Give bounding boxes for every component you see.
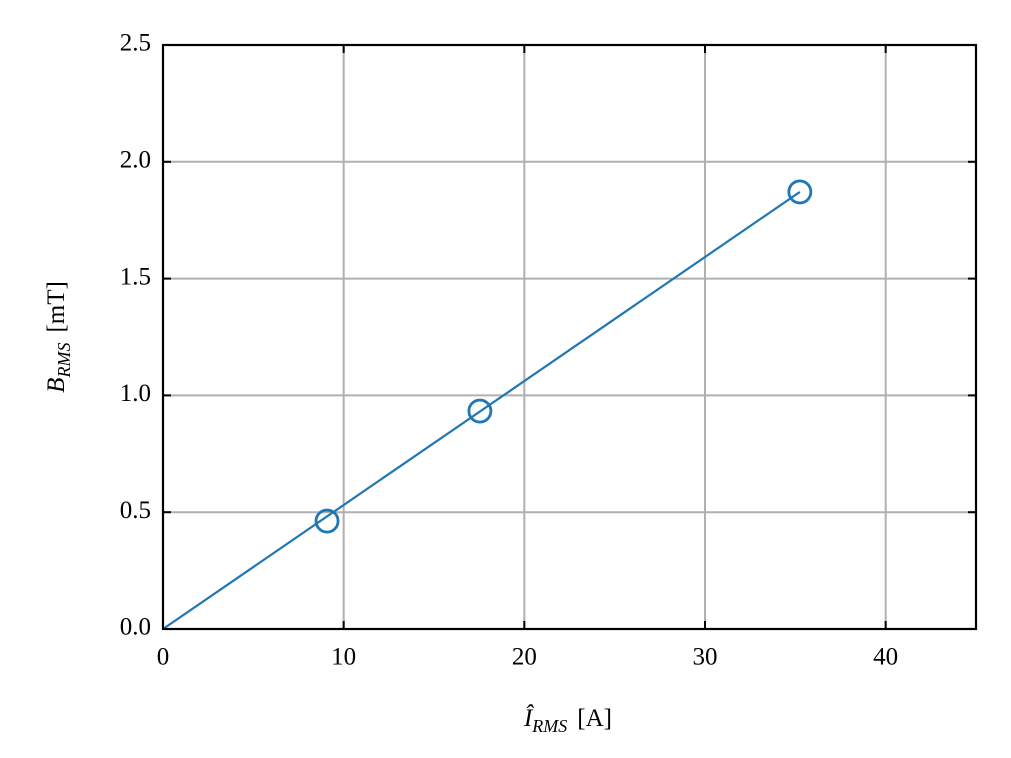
- data-point: [467, 398, 493, 424]
- x-label-symbol: Î: [523, 704, 534, 732]
- y-tick-label: 1.0: [120, 380, 151, 407]
- x-label-unit: [A]: [577, 705, 612, 732]
- y-label-unit: [mT]: [43, 281, 70, 332]
- x-label-subscript: RMS: [531, 716, 567, 736]
- y-tick-label: 2.0: [120, 147, 151, 174]
- data-point: [314, 508, 340, 534]
- grid: [162, 44, 976, 630]
- y-label-symbol: B: [43, 378, 70, 393]
- ticks: 0 10 20 30 40 0.0 0.5 1.0 1.5 2.0 2.5: [120, 30, 976, 671]
- x-tick-label: 0: [157, 644, 170, 671]
- x-tick-label: 30: [693, 644, 718, 671]
- x-tick-label: 10: [331, 644, 356, 671]
- y-label-subscript: RMS: [54, 343, 74, 379]
- plot-area: [162, 179, 813, 630]
- y-tick-label: 0.5: [120, 497, 151, 524]
- fit-line: [162, 191, 801, 630]
- x-tick-label: 40: [873, 644, 898, 671]
- x-axis-label: ÎRMS [A]: [523, 704, 612, 736]
- y-axis-label: BRMS [mT]: [43, 281, 74, 393]
- y-tick-label: 2.5: [120, 30, 151, 57]
- data-point: [787, 179, 813, 205]
- axes-frame: [161, 43, 978, 631]
- y-tick-label: 0.0: [120, 614, 151, 641]
- y-tick-label: 1.5: [120, 263, 151, 290]
- x-tick-label: 20: [512, 644, 537, 671]
